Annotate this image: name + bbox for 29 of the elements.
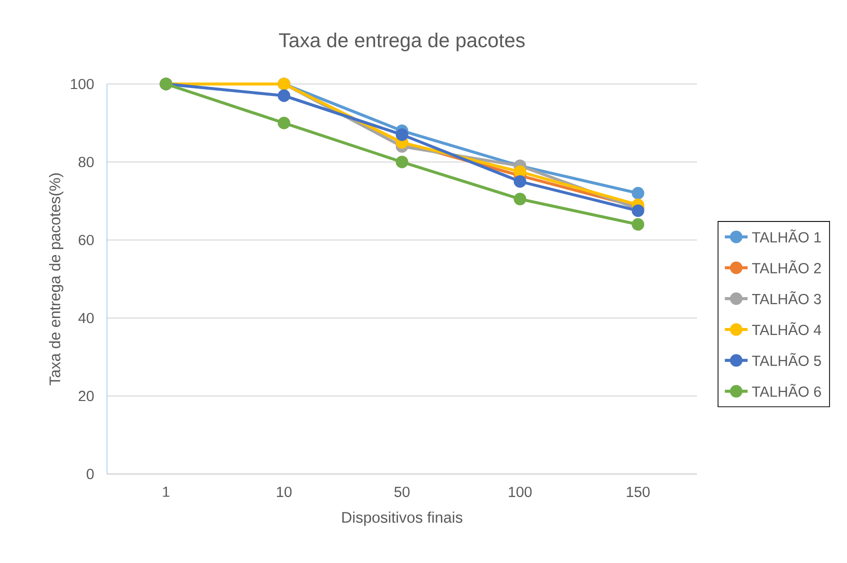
- point: [514, 175, 526, 188]
- point: [514, 192, 526, 206]
- point: [632, 186, 644, 200]
- y-tick-label: 0: [86, 468, 94, 480]
- chart-title: Taxa de entrega de pacotes: [279, 32, 525, 52]
- y-tick-label: 40: [78, 312, 94, 324]
- y-tick-label: 20: [78, 390, 94, 402]
- y-axis-title: Taxa de entrega de pacotes(%): [49, 173, 64, 386]
- point: [396, 128, 408, 141]
- x-tick-label: 10: [276, 486, 292, 498]
- y-tick-label: 100: [70, 78, 94, 90]
- legend-label: TALHÃO 6: [752, 384, 821, 397]
- legend-label: TALHÃO 3: [752, 291, 821, 304]
- x-tick-label: 50: [394, 486, 410, 498]
- legend-label: TALHÃO 4: [752, 322, 822, 336]
- x-axis-title: Dispositivos finais: [342, 512, 462, 526]
- legend-label: TALHÃO 1: [752, 229, 821, 242]
- y-tick-label: 80: [78, 156, 94, 168]
- legend-label: TALHÃO 5: [752, 352, 821, 366]
- x-tick-label: 1: [163, 486, 170, 497]
- x-tick-label: 150: [626, 486, 650, 498]
- point: [278, 116, 290, 130]
- point: [278, 89, 290, 102]
- point: [514, 165, 526, 178]
- point: [632, 218, 644, 231]
- y-tick-label: 60: [78, 234, 94, 246]
- point: [396, 156, 408, 168]
- legend-label: TALHÃO 2: [752, 260, 821, 274]
- x-tick-label: 100: [508, 486, 532, 498]
